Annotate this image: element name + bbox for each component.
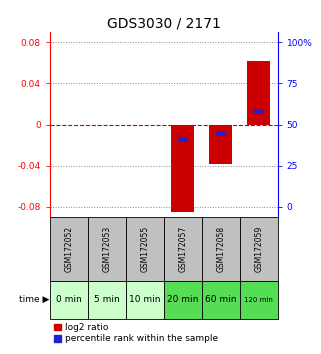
Bar — [88, 217, 126, 281]
Text: GSM172057: GSM172057 — [178, 226, 187, 272]
Bar — [202, 281, 240, 319]
Bar — [247, 61, 270, 125]
Bar — [240, 217, 278, 281]
Bar — [50, 281, 88, 319]
Bar — [126, 281, 164, 319]
Bar — [202, 217, 240, 281]
Text: 60 min: 60 min — [205, 295, 237, 304]
Text: 0 min: 0 min — [56, 295, 82, 304]
Bar — [209, 125, 232, 164]
Bar — [164, 281, 202, 319]
Text: GSM172052: GSM172052 — [64, 226, 73, 272]
Bar — [171, 125, 194, 212]
Bar — [216, 131, 226, 136]
Bar — [178, 137, 188, 142]
Text: 5 min: 5 min — [94, 295, 120, 304]
Bar — [254, 109, 264, 114]
Bar — [50, 217, 88, 281]
Text: GSM172058: GSM172058 — [216, 226, 225, 272]
Text: GSM172059: GSM172059 — [254, 226, 263, 272]
Text: 20 min: 20 min — [167, 295, 198, 304]
Text: time ▶: time ▶ — [19, 295, 49, 304]
Text: 10 min: 10 min — [129, 295, 160, 304]
Text: 120 min: 120 min — [244, 297, 273, 303]
Legend: log2 ratio, percentile rank within the sample: log2 ratio, percentile rank within the s… — [54, 323, 218, 343]
Bar — [240, 281, 278, 319]
Bar — [126, 217, 164, 281]
Bar — [164, 217, 202, 281]
Text: GSM172055: GSM172055 — [140, 226, 149, 272]
Text: GSM172053: GSM172053 — [102, 226, 111, 272]
Title: GDS3030 / 2171: GDS3030 / 2171 — [107, 17, 221, 31]
Bar — [88, 281, 126, 319]
